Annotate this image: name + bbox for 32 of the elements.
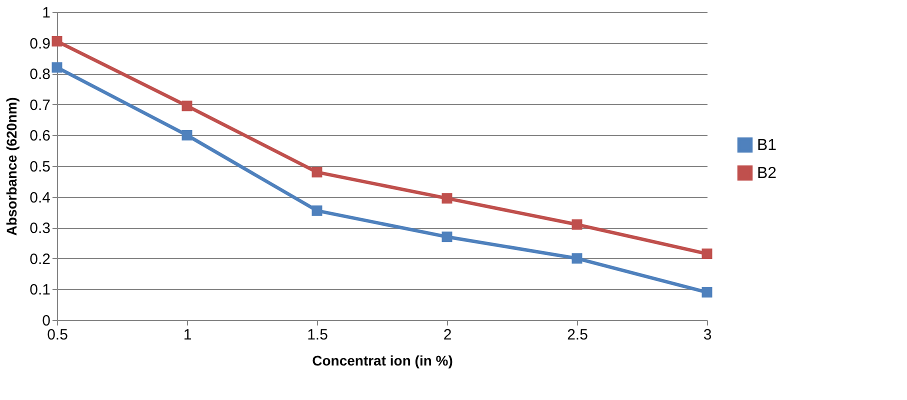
point: [182, 130, 192, 140]
x-tick-label: 1: [183, 326, 192, 344]
point: [572, 253, 582, 264]
x-tick-label: 2.5: [567, 326, 588, 344]
legend-label: B1: [757, 137, 777, 154]
y-tick-label: 0.4: [30, 189, 50, 206]
legend-label: B2: [757, 165, 777, 182]
y-tick-label: 0.5: [30, 158, 50, 176]
x-tick-label: 3: [703, 326, 712, 344]
y-tick-label: 0.8: [30, 66, 50, 84]
point: [442, 232, 452, 242]
point: [312, 166, 322, 178]
point: [182, 100, 192, 112]
y-tick-label: 1: [42, 4, 50, 22]
y-tick-label: 0: [42, 312, 50, 330]
x-tick-label: 2: [443, 326, 452, 344]
point: [52, 62, 62, 73]
point: [702, 248, 712, 260]
y-tick-label: 0.6: [30, 128, 50, 145]
y-tick-label: 0.3: [30, 220, 50, 238]
x-tick-label: 1.5: [307, 326, 328, 344]
y-axis-title: Absorbance (620nm): [4, 97, 20, 236]
x-axis-title: Concentrat ion (in %): [312, 352, 453, 368]
point: [572, 219, 582, 230]
point: [52, 36, 62, 47]
y-tick-label: 0.1: [30, 282, 50, 299]
point: [312, 205, 322, 216]
y-tick-label: 0.7: [30, 96, 50, 114]
y-tick-label: 0.9: [30, 35, 50, 52]
point: [702, 287, 712, 298]
y-tick-label: 0.2: [30, 250, 50, 268]
point: [442, 193, 452, 204]
